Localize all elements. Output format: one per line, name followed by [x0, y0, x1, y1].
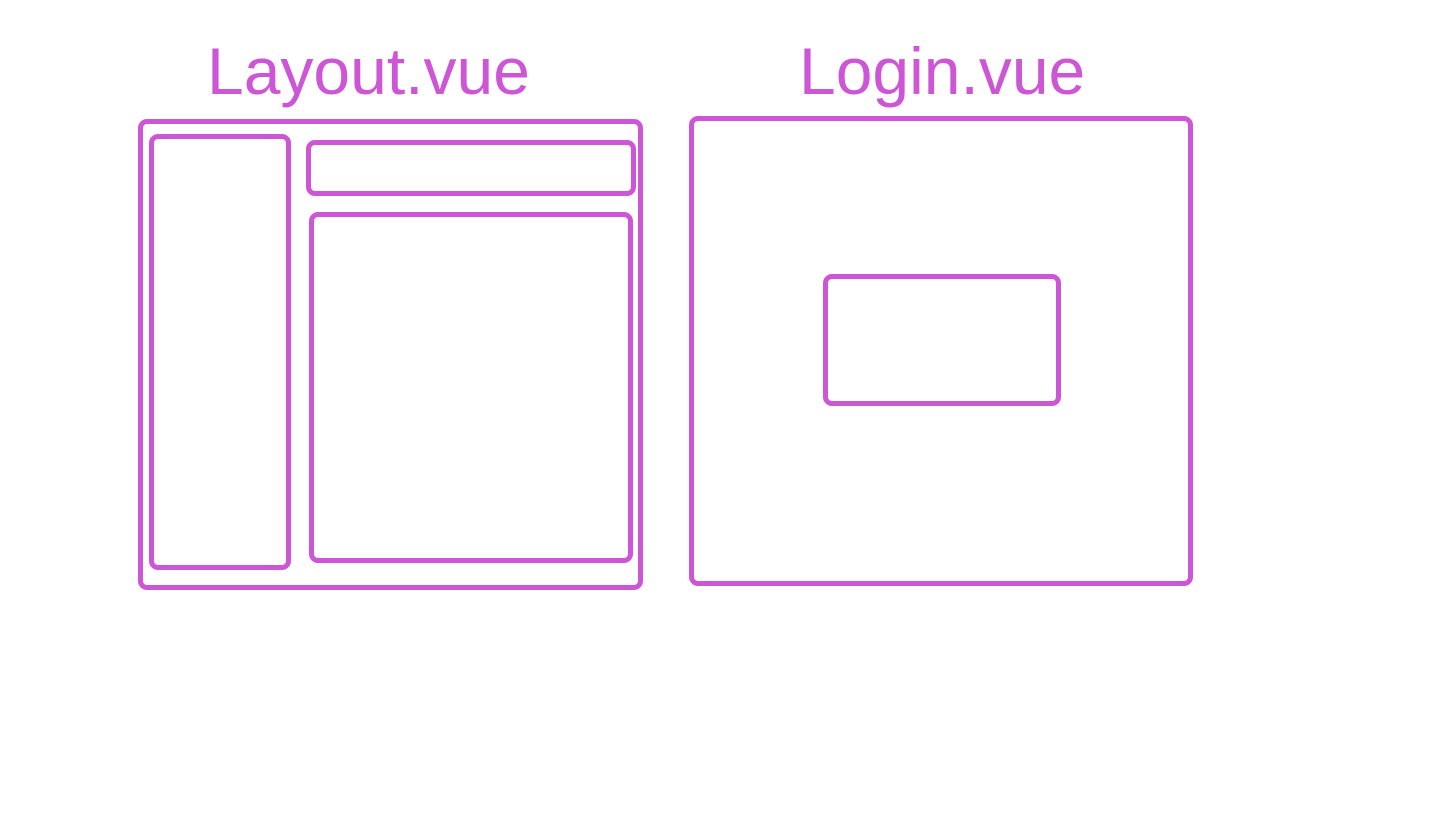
- layout-sidebar-region: [149, 134, 291, 570]
- layout-title: Layout.vue: [207, 34, 530, 108]
- layout-header-region: [306, 140, 636, 196]
- layout-content-region: [309, 212, 633, 563]
- login-title: Login.vue: [799, 34, 1086, 108]
- layout-frame: [138, 119, 643, 590]
- login-form-box: [823, 274, 1061, 406]
- login-frame: [689, 116, 1193, 586]
